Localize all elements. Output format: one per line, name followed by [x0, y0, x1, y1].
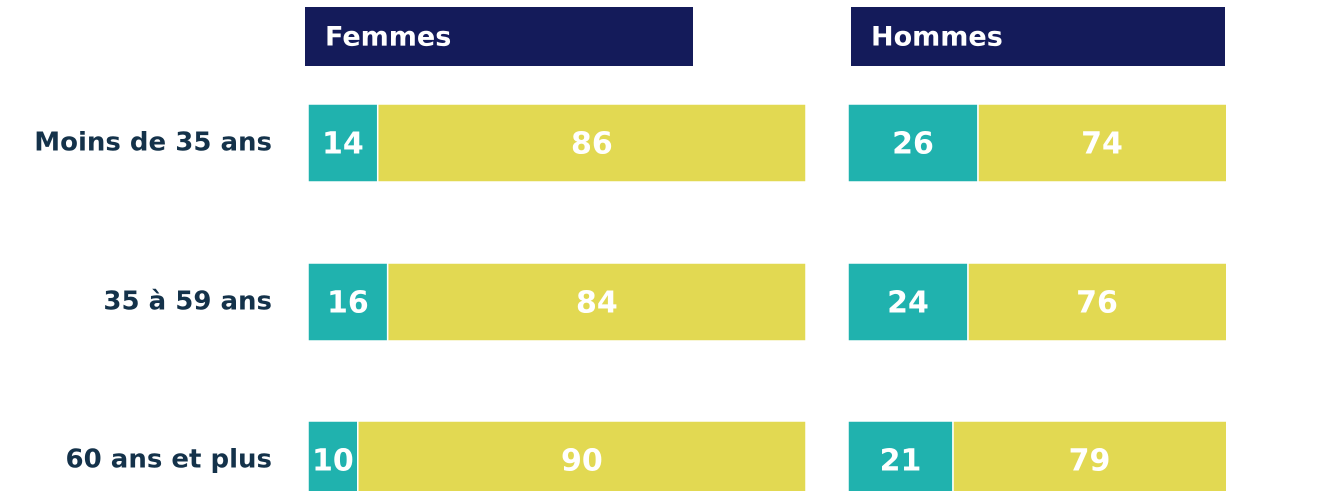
bar-segment — [977, 103, 1226, 183]
bar-segment — [376, 103, 806, 183]
panel-header — [851, 7, 1225, 66]
category-label: Moins de 35 ans — [34, 128, 272, 158]
bar-segment — [308, 103, 379, 183]
value-label: 26 — [892, 127, 934, 162]
bar-segment — [952, 420, 1226, 491]
value-label: 21 — [880, 444, 922, 479]
value-label: 79 — [1069, 444, 1111, 479]
bar-segment — [308, 262, 389, 342]
bar-segment — [967, 262, 1226, 342]
value-label: 16 — [327, 286, 369, 321]
value-label: 84 — [576, 286, 618, 321]
category-label: 35 à 59 ans — [103, 287, 272, 317]
value-label: 74 — [1081, 127, 1123, 162]
bar-segment — [848, 420, 954, 491]
category-label: 60 ans et plus — [66, 445, 272, 475]
value-label: 24 — [887, 286, 929, 321]
bar-segment — [386, 262, 806, 342]
bar-segment — [357, 420, 806, 491]
panel-title: Hommes — [871, 22, 1003, 53]
panel-header — [305, 7, 693, 66]
value-label: 10 — [312, 444, 354, 479]
panel-title: Femmes — [325, 22, 451, 53]
value-label: 76 — [1076, 286, 1118, 321]
value-label: 86 — [571, 127, 613, 162]
value-label: 90 — [561, 444, 603, 479]
value-label: 14 — [322, 127, 364, 162]
bar-segment — [308, 420, 359, 491]
